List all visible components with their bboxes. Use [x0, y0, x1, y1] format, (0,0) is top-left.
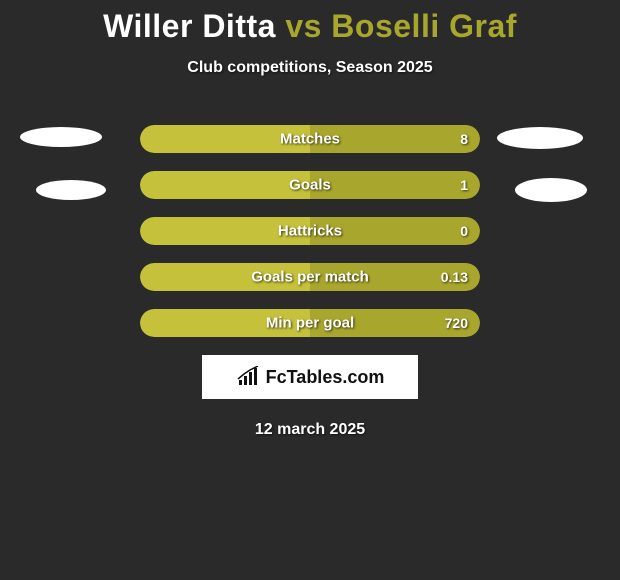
subtitle: Club competitions, Season 2025 — [0, 59, 620, 77]
player-ellipse — [515, 178, 587, 202]
stat-label: Matches — [280, 131, 340, 148]
player-ellipse — [497, 127, 583, 149]
title-player1: Willer Ditta — [103, 8, 276, 44]
logo-box: FcTables.com — [202, 355, 418, 399]
bar-right-fill — [310, 171, 480, 199]
stat-label: Goals — [289, 177, 331, 194]
stat-value-right: 1 — [460, 177, 468, 193]
date-text: 12 march 2025 — [0, 421, 620, 439]
stat-row: Min per goal 720 — [140, 309, 480, 337]
player-ellipse — [36, 180, 106, 200]
stat-row: Matches 8 — [140, 125, 480, 153]
stat-label: Hattricks — [278, 223, 342, 240]
stat-row: Goals 1 — [140, 171, 480, 199]
bar-left-fill — [140, 171, 310, 199]
title-player2: Boselli Graf — [331, 8, 517, 44]
player-ellipse — [20, 127, 102, 147]
stat-label: Goals per match — [251, 269, 369, 286]
stat-value-right: 0 — [460, 223, 468, 239]
stat-row: Hattricks 0 — [140, 217, 480, 245]
logo-text: FcTables.com — [266, 367, 385, 388]
page-title: Willer Ditta vs Boselli Graf — [0, 0, 620, 45]
title-vs: vs — [285, 8, 322, 44]
stat-value-right: 8 — [460, 131, 468, 147]
stat-rows: Matches 8 Goals 1 Hattricks 0 Goals per match 0… — [140, 125, 480, 337]
chart-icon — [236, 366, 262, 388]
stat-label: Min per goal — [266, 315, 354, 332]
stat-value-right: 720 — [445, 315, 468, 331]
stat-row: Goals per match 0.13 — [140, 263, 480, 291]
stat-value-right: 0.13 — [441, 269, 468, 285]
